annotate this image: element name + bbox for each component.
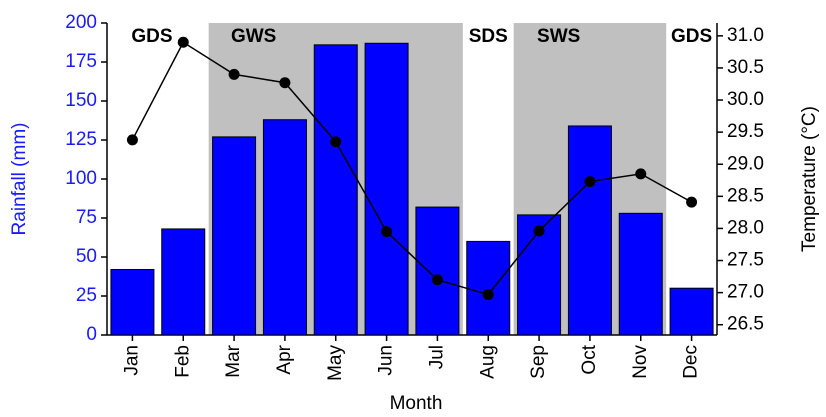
line-point [686,196,698,208]
x-tick-label: Jun [376,345,397,376]
y-axis-title: Rainfall (mm) [9,123,30,236]
season-label: SWS [537,26,580,47]
y2-tick-label: 26.5 [727,314,764,335]
line-point [228,68,240,80]
x-tick-label: Jan [121,345,142,376]
y-tick-label: 0 [86,324,97,345]
line-point [482,289,494,301]
bar [466,240,511,336]
bar [364,42,409,336]
y2-tick-label: 29.0 [727,153,764,174]
y2-tick-label: 27.0 [727,282,764,303]
bar [313,44,358,336]
line-point [533,225,545,237]
bar [262,119,307,336]
y-tick-label: 175 [65,51,97,72]
y-tick-label: 25 [76,285,97,306]
season-label: GWS [231,26,276,47]
x-tick-label: Feb [172,345,193,378]
x-tick-label: Oct [579,344,600,374]
bar [618,212,663,336]
line-point [381,226,393,238]
x-axis-title: Month [390,393,443,414]
line-point [584,176,596,188]
season-label: SDS [469,26,508,47]
y2-tick-label: 28.0 [727,217,764,238]
x-tick-label: May [325,345,346,381]
season-label: GDS [131,26,172,47]
y2-tick-label: 27.5 [727,250,764,271]
bar [669,287,714,336]
season-label: GDS [671,26,712,47]
line-point [126,134,138,146]
y-tick-label: 125 [65,129,97,150]
line-point [279,77,291,89]
x-tick-label: Jul [426,345,447,369]
y-tick-label: 50 [76,246,97,267]
y2-axis-title: Temperature (°C) [799,106,820,252]
bar [415,206,460,336]
y-tick-label: 100 [65,168,97,189]
line [131,41,692,296]
y-tick-label: 200 [65,12,97,33]
y2-tick-label: 28.5 [727,185,764,206]
y-tick-label: 75 [76,207,97,228]
line-point [635,168,647,180]
line-point [177,36,189,48]
x-tick-label: Nov [630,345,651,379]
y2-tick-label: 30.5 [727,57,764,78]
y2-tick-label: 31.0 [727,25,764,46]
x-tick-label: Apr [274,344,295,374]
x-tick-label: Sep [528,345,549,379]
bar [567,125,612,336]
x-tick-label: Dec [681,345,702,379]
x-tick-label: Mar [223,344,244,377]
line-point [431,274,443,286]
bar [161,228,206,336]
bar [212,136,257,336]
y-tick-label: 150 [65,90,97,111]
bar [110,268,155,336]
line-point [330,136,342,148]
y2-tick-label: 30.0 [727,89,764,110]
y2-tick-label: 29.5 [727,121,764,142]
x-tick-label: Aug [477,345,498,379]
